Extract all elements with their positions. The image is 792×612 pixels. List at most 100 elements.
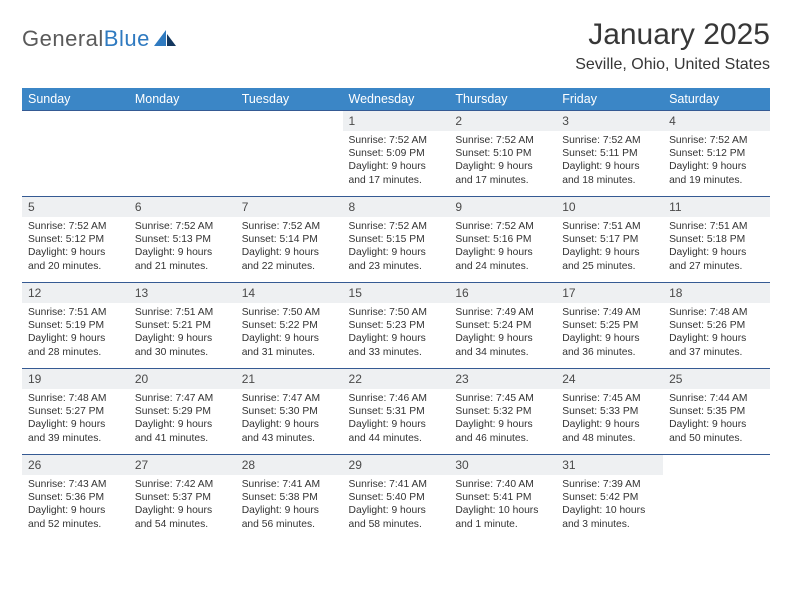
calendar-day-cell: 3 Sunrise: 7:52 AMSunset: 5:11 PMDaylight… (556, 111, 663, 197)
brand-sail-icon (154, 30, 176, 48)
daylight-line: Daylight: 9 hours and 56 minutes. (242, 504, 337, 530)
weekday-header: Sunday (22, 88, 129, 111)
day-number: 19 (22, 369, 129, 389)
sunset-line: Sunset: 5:30 PM (242, 405, 337, 418)
daylight-line: Daylight: 9 hours and 27 minutes. (669, 246, 764, 272)
sunset-line: Sunset: 5:13 PM (135, 233, 230, 246)
day-number: 2 (449, 111, 556, 131)
calendar-week-row: 5Sunrise: 7:52 AMSunset: 5:12 PMDaylight… (22, 197, 770, 283)
calendar-day-cell: 23Sunrise: 7:45 AMSunset: 5:32 PMDayligh… (449, 369, 556, 455)
daylight-line: Daylight: 9 hours and 22 minutes. (242, 246, 337, 272)
day-number: 26 (22, 455, 129, 475)
day-number: 14 (236, 283, 343, 303)
sunrise-line: Sunrise: 7:52 AM (28, 220, 123, 233)
day-number: 20 (129, 369, 236, 389)
sunset-line: Sunset: 5:18 PM (669, 233, 764, 246)
day-details: Sunrise: 7:44 AMSunset: 5:35 PMDaylight:… (663, 389, 770, 449)
calendar-header-row: SundayMondayTuesdayWednesdayThursdayFrid… (22, 88, 770, 111)
brand-name-part2: Blue (104, 26, 150, 51)
daylight-line: Daylight: 9 hours and 17 minutes. (349, 160, 444, 186)
sunrise-line: Sunrise: 7:42 AM (135, 478, 230, 491)
sunset-line: Sunset: 5:36 PM (28, 491, 123, 504)
day-details: Sunrise: 7:39 AMSunset: 5:42 PMDaylight:… (556, 475, 663, 535)
daylight-line: Daylight: 9 hours and 58 minutes. (349, 504, 444, 530)
daylight-line: Daylight: 9 hours and 18 minutes. (562, 160, 657, 186)
sunrise-line: Sunrise: 7:49 AM (562, 306, 657, 319)
daylight-line: Daylight: 9 hours and 25 minutes. (562, 246, 657, 272)
sunrise-line: Sunrise: 7:51 AM (562, 220, 657, 233)
sunset-line: Sunset: 5:27 PM (28, 405, 123, 418)
brand-name-part1: General (22, 26, 104, 51)
sunrise-line: Sunrise: 7:52 AM (349, 134, 444, 147)
day-details: Sunrise: 7:41 AMSunset: 5:38 PMDaylight:… (236, 475, 343, 535)
calendar-day-cell: 27Sunrise: 7:42 AMSunset: 5:37 PMDayligh… (129, 455, 236, 541)
sunset-line: Sunset: 5:14 PM (242, 233, 337, 246)
daylight-line: Daylight: 9 hours and 24 minutes. (455, 246, 550, 272)
sunrise-line: Sunrise: 7:52 AM (455, 134, 550, 147)
day-number: 9 (449, 197, 556, 217)
sunset-line: Sunset: 5:37 PM (135, 491, 230, 504)
calendar-day-cell: 18Sunrise: 7:48 AMSunset: 5:26 PMDayligh… (663, 283, 770, 369)
sunset-line: Sunset: 5:12 PM (28, 233, 123, 246)
sunset-line: Sunset: 5:22 PM (242, 319, 337, 332)
day-details: Sunrise: 7:52 AMSunset: 5:10 PMDaylight:… (449, 131, 556, 191)
calendar-day-cell: 2Sunrise: 7:52 AMSunset: 5:10 PMDaylight… (449, 111, 556, 197)
day-number: 18 (663, 283, 770, 303)
calendar-day-cell: 13Sunrise: 7:51 AMSunset: 5:21 PMDayligh… (129, 283, 236, 369)
sunset-line: Sunset: 5:19 PM (28, 319, 123, 332)
day-number: 24 (556, 369, 663, 389)
calendar-empty-cell (129, 111, 236, 197)
calendar-day-cell: 30Sunrise: 7:40 AMSunset: 5:41 PMDayligh… (449, 455, 556, 541)
daylight-line: Daylight: 9 hours and 54 minutes. (135, 504, 230, 530)
day-details: Sunrise: 7:47 AMSunset: 5:30 PMDaylight:… (236, 389, 343, 449)
day-details: Sunrise: 7:52 AMSunset: 5:13 PMDaylight:… (129, 217, 236, 277)
calendar-empty-cell (236, 111, 343, 197)
sunset-line: Sunset: 5:11 PM (562, 147, 657, 160)
sunset-line: Sunset: 5:09 PM (349, 147, 444, 160)
day-number: 15 (343, 283, 450, 303)
calendar-day-cell: 9Sunrise: 7:52 AMSunset: 5:16 PMDaylight… (449, 197, 556, 283)
sunset-line: Sunset: 5:21 PM (135, 319, 230, 332)
daylight-line: Daylight: 9 hours and 37 minutes. (669, 332, 764, 358)
sunset-line: Sunset: 5:35 PM (669, 405, 764, 418)
day-number: 6 (129, 197, 236, 217)
day-number: 16 (449, 283, 556, 303)
daylight-line: Daylight: 9 hours and 17 minutes. (455, 160, 550, 186)
daylight-line: Daylight: 9 hours and 48 minutes. (562, 418, 657, 444)
sunset-line: Sunset: 5:25 PM (562, 319, 657, 332)
day-details: Sunrise: 7:47 AMSunset: 5:29 PMDaylight:… (129, 389, 236, 449)
calendar-day-cell: 31Sunrise: 7:39 AMSunset: 5:42 PMDayligh… (556, 455, 663, 541)
day-details: Sunrise: 7:48 AMSunset: 5:26 PMDaylight:… (663, 303, 770, 363)
day-number: 1 (343, 111, 450, 131)
sunrise-line: Sunrise: 7:51 AM (28, 306, 123, 319)
day-number: 10 (556, 197, 663, 217)
sunrise-line: Sunrise: 7:51 AM (669, 220, 764, 233)
day-details: Sunrise: 7:51 AMSunset: 5:19 PMDaylight:… (22, 303, 129, 363)
sunrise-line: Sunrise: 7:52 AM (562, 134, 657, 147)
daylight-line: Daylight: 9 hours and 19 minutes. (669, 160, 764, 186)
sunset-line: Sunset: 5:17 PM (562, 233, 657, 246)
day-details: Sunrise: 7:45 AMSunset: 5:32 PMDaylight:… (449, 389, 556, 449)
calendar-day-cell: 29Sunrise: 7:41 AMSunset: 5:40 PMDayligh… (343, 455, 450, 541)
sunrise-line: Sunrise: 7:41 AM (242, 478, 337, 491)
daylight-line: Daylight: 9 hours and 33 minutes. (349, 332, 444, 358)
calendar-day-cell: 6Sunrise: 7:52 AMSunset: 5:13 PMDaylight… (129, 197, 236, 283)
day-details: Sunrise: 7:50 AMSunset: 5:23 PMDaylight:… (343, 303, 450, 363)
day-details: Sunrise: 7:50 AMSunset: 5:22 PMDaylight:… (236, 303, 343, 363)
sunset-line: Sunset: 5:26 PM (669, 319, 764, 332)
sunset-line: Sunset: 5:40 PM (349, 491, 444, 504)
day-number: 22 (343, 369, 450, 389)
sunset-line: Sunset: 5:33 PM (562, 405, 657, 418)
daylight-line: Daylight: 9 hours and 30 minutes. (135, 332, 230, 358)
sunrise-line: Sunrise: 7:52 AM (455, 220, 550, 233)
calendar-day-cell: 24Sunrise: 7:45 AMSunset: 5:33 PMDayligh… (556, 369, 663, 455)
sunrise-line: Sunrise: 7:39 AM (562, 478, 657, 491)
daylight-line: Daylight: 9 hours and 34 minutes. (455, 332, 550, 358)
day-number: 29 (343, 455, 450, 475)
daylight-line: Daylight: 9 hours and 20 minutes. (28, 246, 123, 272)
sunrise-line: Sunrise: 7:40 AM (455, 478, 550, 491)
day-details: Sunrise: 7:40 AMSunset: 5:41 PMDaylight:… (449, 475, 556, 535)
day-details: Sunrise: 7:42 AMSunset: 5:37 PMDaylight:… (129, 475, 236, 535)
day-number: 30 (449, 455, 556, 475)
day-number: 3 (556, 111, 663, 131)
